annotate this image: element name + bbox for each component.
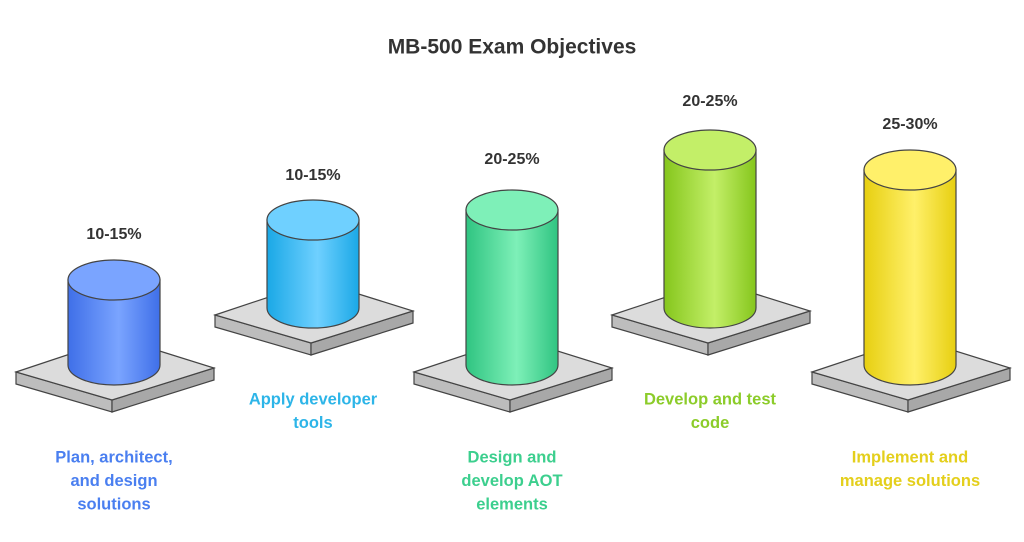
cylinder-top bbox=[67, 259, 161, 301]
objective-label: code bbox=[691, 414, 730, 432]
objective-label: Design and bbox=[468, 448, 557, 466]
cylinder-body bbox=[863, 169, 957, 386]
weight-label: 10-15% bbox=[285, 167, 340, 184]
objective-label: solutions bbox=[77, 495, 150, 513]
cylinder-body bbox=[663, 149, 757, 329]
objective-label: elements bbox=[476, 495, 548, 513]
cylinder-top bbox=[266, 199, 360, 241]
objective: 10-15% Plan, architect, and design solution… bbox=[13, 226, 217, 513]
weight-label: 10-15% bbox=[86, 226, 141, 243]
title: MB-500 Exam Objectives bbox=[388, 36, 637, 59]
objective: 20-25% Develop and test code bbox=[609, 93, 813, 432]
objective-label: Develop and test bbox=[644, 390, 777, 408]
cylinder-top bbox=[663, 129, 757, 171]
weight-label: 25-30% bbox=[882, 116, 937, 133]
objective: 10-15% Apply developer tools bbox=[212, 167, 416, 432]
cylinder-body bbox=[67, 279, 161, 386]
cylinder-top bbox=[863, 149, 957, 191]
objective-label: develop AOT bbox=[461, 472, 562, 490]
objective-label: tools bbox=[293, 414, 332, 432]
objective: 20-25% Design and develop AOT elements bbox=[411, 151, 615, 513]
objective-label: Implement and bbox=[852, 448, 968, 466]
objective-label: manage solutions bbox=[840, 472, 980, 490]
weight-label: 20-25% bbox=[484, 151, 539, 168]
objective-label: and design bbox=[70, 472, 157, 490]
cylinder-top bbox=[465, 189, 559, 231]
objective-label: Plan, architect, bbox=[55, 448, 172, 466]
cylinder-body bbox=[465, 209, 559, 386]
objective: 25-30% Implement and manage solutions bbox=[809, 116, 1013, 490]
weight-label: 20-25% bbox=[682, 93, 737, 110]
objective-label: Apply developer bbox=[249, 390, 378, 408]
cylinder-body bbox=[266, 219, 360, 329]
